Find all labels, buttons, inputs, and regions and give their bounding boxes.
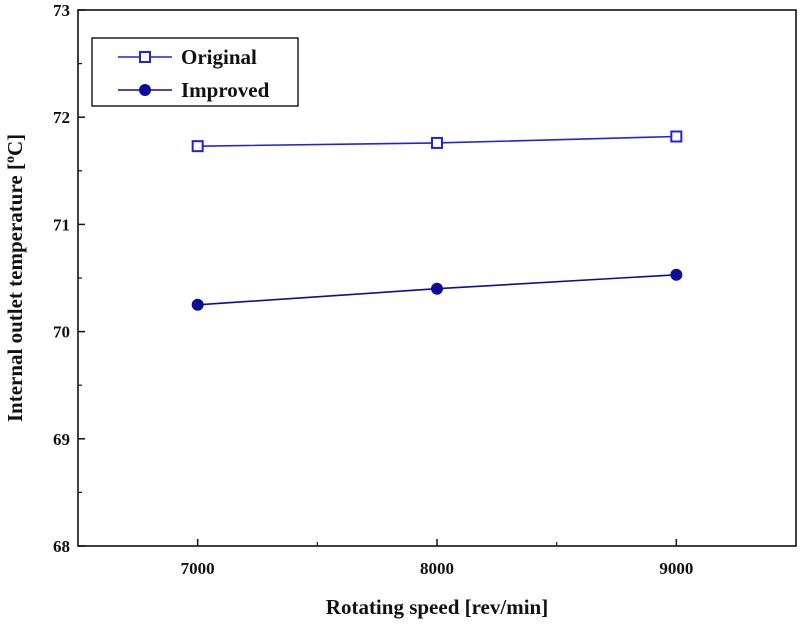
- series-layer: [191, 130, 683, 311]
- x-tick-label: 9000: [659, 559, 693, 578]
- x-axis-title: Rotating speed [rev/min]: [326, 595, 548, 619]
- y-tick-label: 72: [53, 108, 70, 127]
- data-point-improved: [431, 282, 443, 295]
- y-axis-title-superscript: o: [3, 156, 18, 163]
- legend-label-improved: Improved: [181, 78, 270, 102]
- x-tick-label: 8000: [420, 559, 454, 578]
- legend-marker-improved: [139, 84, 151, 96]
- legend-box: [91, 37, 299, 107]
- data-point-improved: [191, 298, 204, 311]
- x-tick-label: 7000: [181, 559, 215, 578]
- legend: Original Improved: [91, 37, 299, 107]
- y-tick-label: 73: [53, 1, 70, 20]
- y-axis: 68 69 70 71 72 73: [53, 1, 85, 556]
- legend-marker-original: [139, 51, 151, 63]
- y-tick-label: 70: [53, 323, 70, 342]
- data-point-original: [431, 136, 443, 149]
- y-tick-label: 68: [53, 537, 70, 556]
- y-tick-label: 69: [53, 430, 70, 449]
- data-point-improved: [670, 268, 683, 281]
- data-point-original: [670, 130, 683, 143]
- y-tick-label: 71: [53, 215, 70, 234]
- x-axis: 7000 8000 9000: [181, 539, 693, 578]
- y-axis-title: Internal outlet temperature [oC]: [3, 134, 27, 422]
- legend-label-original: Original: [181, 45, 257, 69]
- data-point-original: [191, 140, 204, 153]
